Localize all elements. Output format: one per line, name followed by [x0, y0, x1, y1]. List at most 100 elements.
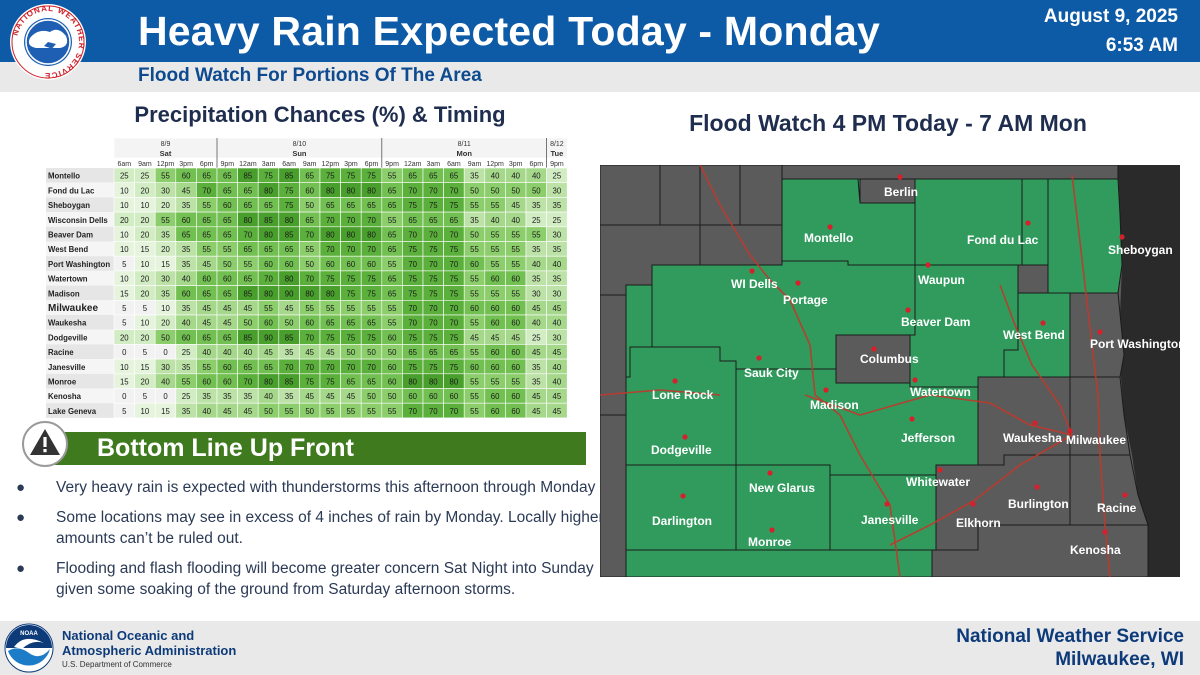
day-name: Mon	[456, 149, 472, 158]
row-label-cell	[46, 359, 114, 374]
row-label-cell	[46, 315, 114, 330]
cell-value: 65	[202, 231, 211, 240]
city-label-west-bend: West Bend	[1003, 328, 1065, 342]
cell-value: 85	[244, 172, 253, 181]
cell-value: 10	[120, 245, 129, 254]
cell-value: 65	[326, 201, 335, 210]
cell-value: 65	[244, 275, 253, 284]
cell-value: 60	[182, 216, 191, 225]
cell-value: 30	[161, 186, 170, 195]
cell-value: 55	[285, 407, 294, 416]
cell-value: 75	[285, 186, 294, 195]
cell-value: 70	[408, 186, 417, 195]
cell-value: 65	[223, 216, 232, 225]
cell-value: 55	[388, 304, 397, 313]
cell-value: 70	[429, 231, 438, 240]
bluf-title: Bottom Line Up Front	[97, 434, 354, 462]
cell-value: 45	[326, 392, 335, 401]
cell-value: 70	[429, 319, 438, 328]
cell-value: 85	[285, 378, 294, 387]
page-subtitle: Flood Watch For Portions Of The Area	[138, 65, 482, 86]
cell-value: 40	[532, 319, 541, 328]
cell-value: 45	[532, 392, 541, 401]
city-label-burlington: Burlington	[1008, 497, 1069, 511]
list-item: ● Flooding and flash flooding will become…	[10, 558, 610, 600]
noaa-logo-text: NOAA	[20, 631, 38, 637]
cell-value: 65	[367, 319, 376, 328]
cell-value: 55	[470, 392, 479, 401]
cell-value: 55	[470, 201, 479, 210]
cell-value: 15	[120, 289, 129, 298]
city-label-janesville: Janesville	[861, 513, 919, 527]
cell-value: 50	[305, 260, 314, 269]
cell-value: 80	[347, 231, 356, 240]
cell-value: 10	[120, 231, 129, 240]
county-milwaukee	[1069, 376, 1131, 456]
cell-value: 75	[450, 289, 459, 298]
time-header: 12pm	[486, 161, 504, 168]
cell-value: 60	[264, 319, 273, 328]
cell-value: 60	[429, 392, 438, 401]
cell-value: 10	[120, 363, 129, 372]
cell-value: 45	[553, 392, 562, 401]
city-dot	[682, 434, 688, 440]
cell-value: 30	[553, 186, 562, 195]
cell-value: 50	[388, 348, 397, 357]
cell-value: 65	[202, 333, 211, 342]
cell-value: 25	[120, 172, 129, 181]
cell-value: 65	[305, 216, 314, 225]
row-label: Fond du Lac	[48, 186, 95, 195]
cell-value: 60	[491, 407, 500, 416]
cell-value: 60	[202, 378, 211, 387]
time-header: 6pm	[365, 161, 379, 168]
cell-value: 35	[532, 363, 541, 372]
time-header: 3pm	[179, 161, 193, 168]
flood-watch-map: Berlin Montello Fond du Lac Sheboygan WI…	[600, 165, 1180, 577]
time-header: 9am	[138, 161, 152, 168]
cell-value: 65	[347, 319, 356, 328]
county-kenosha	[931, 524, 1149, 577]
bullet-icon: ●	[16, 509, 26, 526]
cell-value: 65	[202, 289, 211, 298]
cell-value: 80	[429, 378, 438, 387]
row-label-cell	[46, 300, 114, 315]
cell-value: 40	[182, 319, 191, 328]
cell-value: 5	[143, 348, 148, 357]
cell-value: 0	[163, 348, 168, 357]
cell-value: 70	[305, 275, 314, 284]
day-name: Tue	[551, 149, 564, 158]
cell-value: 70	[305, 333, 314, 342]
row-label-cell	[46, 388, 114, 404]
time-header: 9am	[303, 161, 317, 168]
county-green-lake	[914, 178, 1023, 266]
county-ozaukee	[1069, 292, 1125, 378]
cell-value: 75	[450, 245, 459, 254]
cell-value: 35	[553, 201, 562, 210]
table-cell	[546, 402, 568, 418]
cell-value: 40	[491, 172, 500, 181]
cell-value: 35	[285, 392, 294, 401]
city-label-milwaukee: Milwaukee	[1066, 433, 1126, 447]
cell-value: 40	[264, 392, 273, 401]
cell-value: 80	[244, 216, 253, 225]
cell-value: 35	[470, 216, 479, 225]
cell-value: 45	[202, 260, 211, 269]
cell-value: 55	[511, 289, 520, 298]
cell-value: 75	[326, 378, 335, 387]
city-label-fond-du-lac: Fond du Lac	[967, 233, 1039, 247]
city-dot	[1032, 420, 1038, 426]
city-dot	[1067, 428, 1073, 434]
city-dot	[884, 501, 890, 507]
cell-value: 10	[120, 186, 129, 195]
city-label-elkhorn: Elkhorn	[956, 516, 1001, 530]
cell-value: 25	[182, 348, 191, 357]
cell-value: 55	[182, 378, 191, 387]
cell-value: 55	[491, 245, 500, 254]
cell-value: 30	[553, 231, 562, 240]
row-label-cell	[46, 256, 114, 271]
row-label-cell	[46, 344, 114, 360]
outside-northwest	[600, 165, 1119, 577]
cell-value: 70	[244, 231, 253, 240]
city-dot	[937, 467, 943, 473]
bullet-icon: ●	[16, 479, 26, 496]
